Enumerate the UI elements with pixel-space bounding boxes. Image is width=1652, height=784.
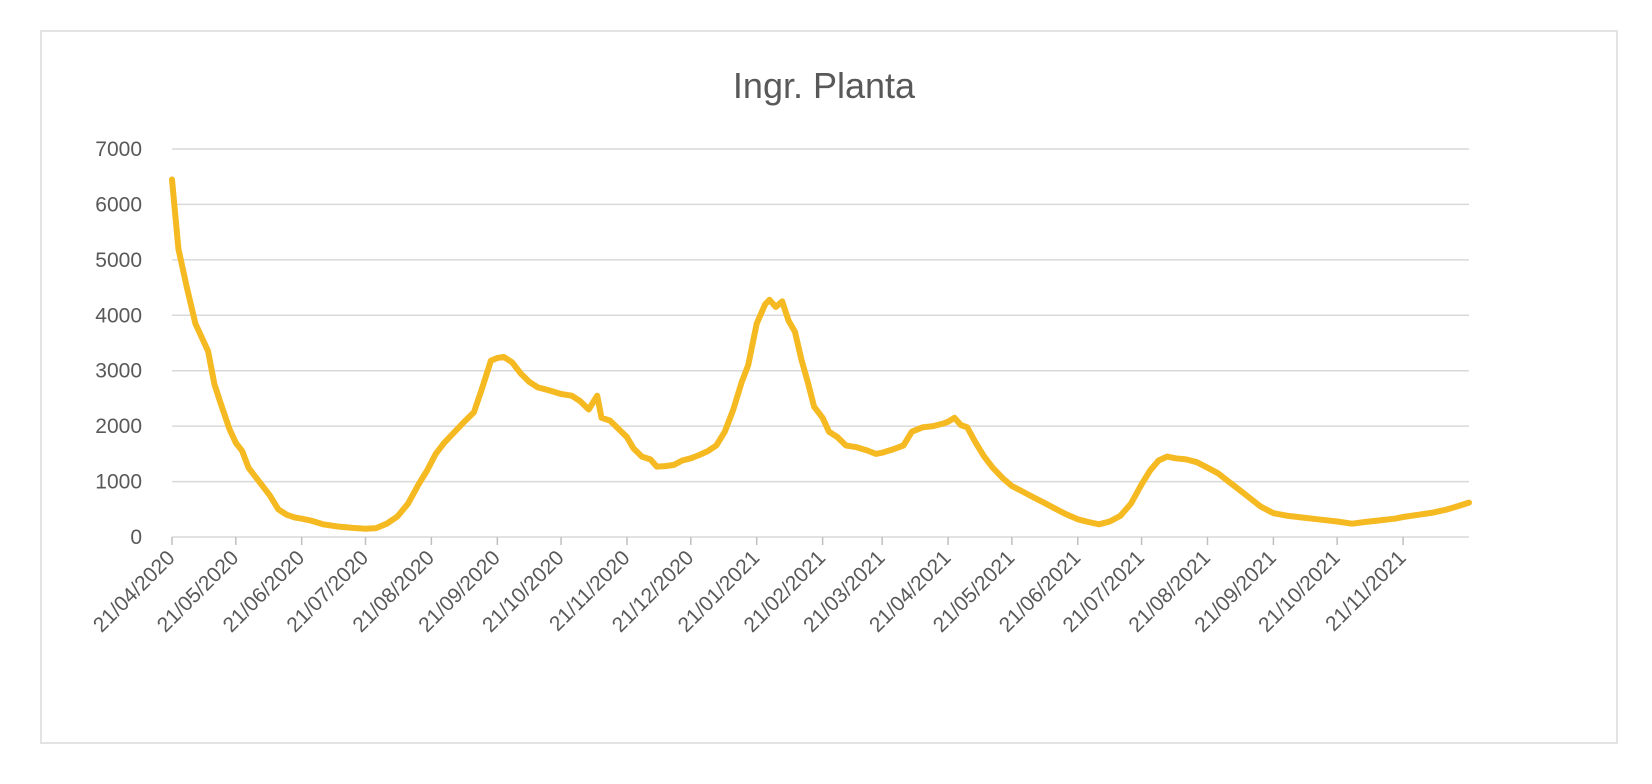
y-tick-label: 1000 [95,471,142,494]
y-tick-label: 7000 [95,138,142,161]
y-tick-label: 2000 [95,415,142,438]
y-tick-label: 4000 [95,304,142,327]
y-tick-label: 5000 [95,249,142,272]
series-line [169,176,1472,532]
line-chart: Ingr. Planta 0 1000 2000 3000 4000 5000 6000 70… [89,65,1472,637]
y-tick-label: 6000 [95,193,142,216]
y-tick-label: 0 [130,526,142,549]
chart-title: Ingr. Planta [733,65,916,106]
x-axis-ticks: 21/04/202021/05/202021/06/202021/07/2020… [89,537,1411,637]
series-layer [169,176,1472,532]
y-axis-ticks: 0 1000 2000 3000 4000 5000 6000 7000 [95,138,142,549]
gridlines [172,148,1469,538]
y-tick-label: 3000 [95,360,142,383]
chart-frame: Ingr. Planta 0 1000 2000 3000 4000 5000 6000 70… [40,30,1618,744]
